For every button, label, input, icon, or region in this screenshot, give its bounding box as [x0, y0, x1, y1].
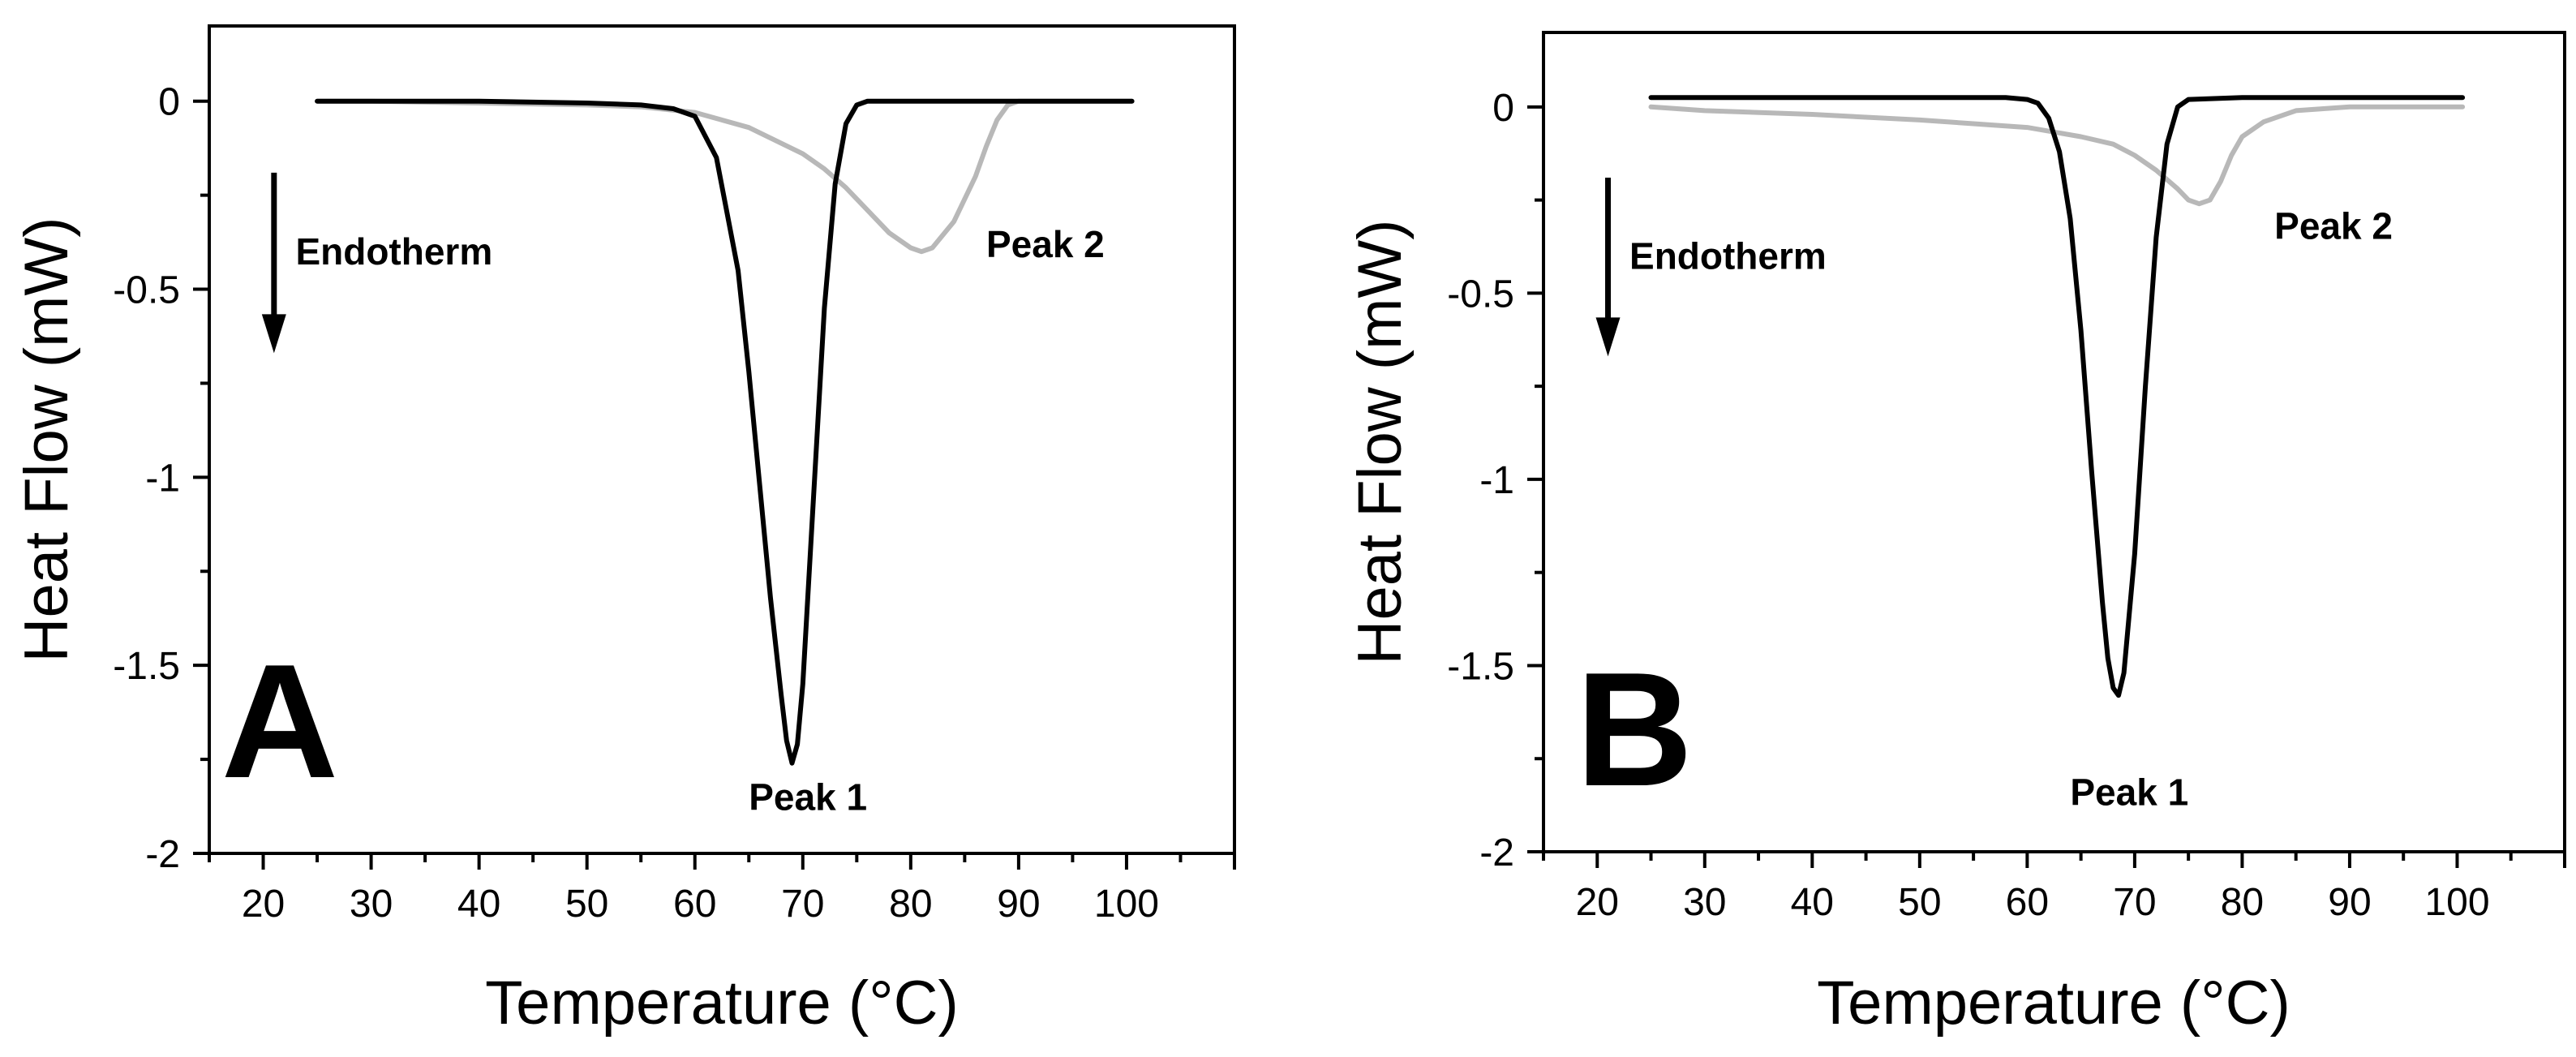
x-tick-label: 20 [1576, 881, 1619, 924]
panel-b: 0 -0.5 -1 -1.5 -2 20 30 40 50 60 70 80 9… [1346, 31, 2566, 1038]
panel-label: A [221, 631, 338, 812]
x-tick-label: 70 [781, 883, 824, 926]
x-tick-label: 80 [889, 883, 932, 926]
x-tick-label: 60 [673, 883, 716, 926]
y-tick-label: 0 [1492, 87, 1514, 130]
x-axis-ticks [208, 853, 1236, 870]
y-axis-ticks [193, 99, 209, 855]
series-line-gray [1648, 104, 2466, 207]
x-tick-label: 80 [2221, 881, 2264, 924]
y-tick-label: -1.5 [1447, 645, 1514, 688]
arrow-head [261, 314, 286, 354]
annotation-peak-1: Peak 1 [2070, 771, 2188, 814]
annotation-endotherm: Endotherm [295, 230, 492, 273]
x-tick-label: 100 [2424, 881, 2489, 924]
x-tick-label: 30 [350, 883, 393, 926]
series-line-black [1648, 95, 2466, 698]
y-tick-label: 0 [158, 81, 180, 124]
series-layer [1648, 95, 2466, 698]
annotation-peak-1: Peak 1 [749, 776, 867, 818]
y-tick-label: -1.5 [113, 645, 180, 688]
x-tick-label: 30 [1683, 881, 1726, 924]
y-tick-label: -2 [1479, 831, 1514, 874]
panel-label: B [1576, 639, 1693, 820]
y-tick-label: -1 [145, 457, 180, 500]
y-axis-title: Heat Flow (mW) [1346, 220, 1415, 665]
plot-frame [1542, 31, 2566, 853]
panel-a: 0 -0.5 -1 -1.5 -2 20 30 40 50 60 70 80 9… [12, 24, 1236, 1038]
x-tick-label: 100 [1094, 883, 1159, 926]
y-tick-label: -1 [1479, 459, 1514, 502]
arrow-head [1595, 317, 1621, 357]
y-axis-ticks [1527, 105, 1543, 853]
y-tick-label: -0.5 [113, 269, 180, 312]
y-tick-label: -2 [145, 833, 180, 876]
x-axis-title: Temperature (°C) [485, 969, 959, 1038]
x-tick-label: 70 [2113, 881, 2156, 924]
x-tick-label: 60 [2006, 881, 2049, 924]
x-tick-label: 40 [457, 883, 500, 926]
series-line-black [315, 98, 1135, 766]
x-tick-label: 90 [2328, 881, 2371, 924]
plot-frame [208, 24, 1236, 855]
annotation-peak-2: Peak 2 [2274, 205, 2393, 247]
x-tick-label: 50 [1898, 881, 1941, 924]
x-axis-ticks [1542, 852, 2566, 868]
series-layer [315, 98, 1135, 766]
y-axis-title: Heat Flow (mW) [12, 217, 81, 663]
x-tick-label: 40 [1791, 881, 1834, 924]
y-tick-label: -0.5 [1447, 273, 1514, 316]
annotation-peak-2: Peak 2 [986, 223, 1105, 265]
annotation-endotherm: Endotherm [1629, 234, 1827, 277]
x-tick-label: 50 [565, 883, 608, 926]
endotherm-arrow-icon [261, 172, 286, 354]
x-tick-label: 20 [242, 883, 285, 926]
x-tick-label: 90 [997, 883, 1040, 926]
x-axis-title: Temperature (°C) [1817, 969, 2290, 1038]
endotherm-arrow-icon [1595, 178, 1621, 357]
